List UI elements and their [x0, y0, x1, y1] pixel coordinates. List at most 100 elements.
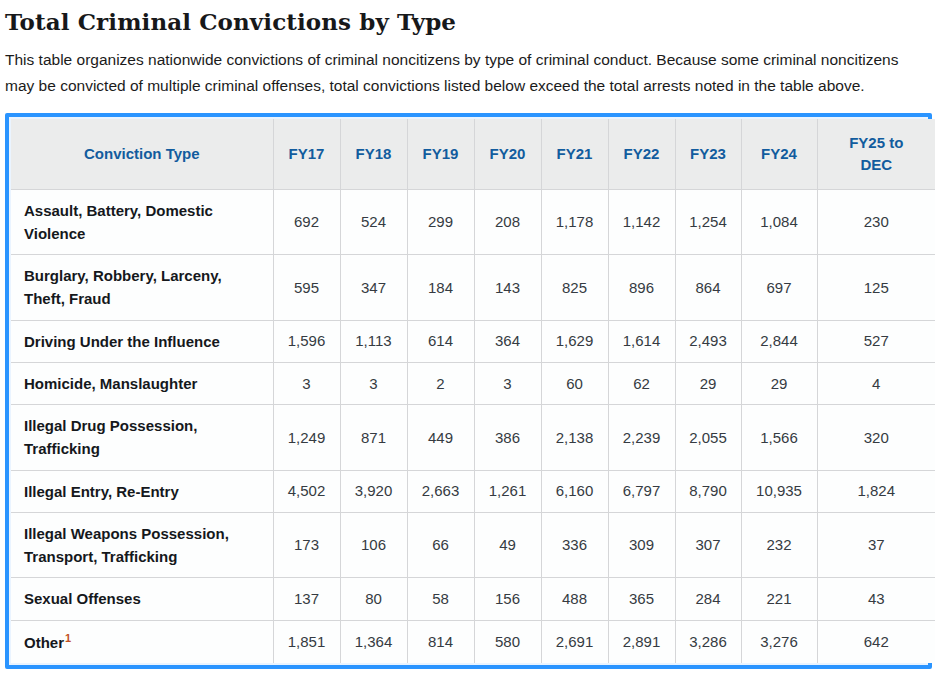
value-cell: 524: [340, 189, 407, 255]
value-cell: 488: [541, 578, 608, 620]
value-cell: 614: [407, 320, 474, 362]
value-cell: 137: [273, 578, 340, 620]
value-cell: 62: [608, 362, 675, 404]
value-cell: 365: [608, 578, 675, 620]
value-cell: 2,493: [675, 320, 741, 362]
value-cell: 58: [407, 578, 474, 620]
value-cell: 814: [407, 620, 474, 663]
value-cell: 208: [474, 189, 541, 255]
value-cell: 1,851: [273, 620, 340, 663]
row-label: Driving Under the Influence: [11, 320, 273, 362]
table-row: Homicide, Manslaughter3323606229294: [11, 362, 935, 404]
value-cell: 156: [474, 578, 541, 620]
value-cell: 386: [474, 405, 541, 471]
value-cell: 1,629: [541, 320, 608, 362]
value-cell: 6,160: [541, 470, 608, 512]
row-label: Homicide, Manslaughter: [11, 362, 273, 404]
value-cell: 29: [675, 362, 741, 404]
value-cell: 230: [817, 189, 935, 255]
column-header-fy22: FY22: [608, 119, 675, 189]
value-cell: 60: [541, 362, 608, 404]
value-cell: 871: [340, 405, 407, 471]
value-cell: 642: [817, 620, 935, 663]
convictions-table: Conviction TypeFY17FY18FY19FY20FY21FY22F…: [11, 119, 935, 663]
row-label: Illegal Drug Possession, Trafficking: [11, 405, 273, 471]
footnote-ref: 1: [65, 632, 71, 644]
value-cell: 692: [273, 189, 340, 255]
table-row: Illegal Weapons Possession, Transport, T…: [11, 512, 935, 578]
value-cell: 364: [474, 320, 541, 362]
value-cell: 221: [741, 578, 817, 620]
value-cell: 697: [741, 255, 817, 321]
value-cell: 2,891: [608, 620, 675, 663]
page-title: Total Criminal Convictions by Type: [5, 8, 932, 35]
convictions-table-container: Conviction TypeFY17FY18FY19FY20FY21FY22F…: [5, 113, 932, 669]
value-cell: 1,084: [741, 189, 817, 255]
row-label: Burglary, Robbery, Larceny, Theft, Fraud: [11, 255, 273, 321]
table-row: Other11,8511,3648145802,6912,8913,2863,2…: [11, 620, 935, 663]
value-cell: 2,055: [675, 405, 741, 471]
value-cell: 284: [675, 578, 741, 620]
column-header-fy19: FY19: [407, 119, 474, 189]
intro-text: This table organizes nationwide convicti…: [5, 47, 925, 98]
table-row: Sexual Offenses137805815648836528422143: [11, 578, 935, 620]
value-cell: 3: [474, 362, 541, 404]
value-cell: 2,138: [541, 405, 608, 471]
row-label: Assault, Battery, Domestic Violence: [11, 189, 273, 255]
table-row: Illegal Entry, Re-Entry4,5023,9202,6631,…: [11, 470, 935, 512]
value-cell: 2,691: [541, 620, 608, 663]
column-header-fy21: FY21: [541, 119, 608, 189]
value-cell: 1,249: [273, 405, 340, 471]
table-row: Burglary, Robbery, Larceny, Theft, Fraud…: [11, 255, 935, 321]
value-cell: 527: [817, 320, 935, 362]
value-cell: 125: [817, 255, 935, 321]
row-label: Sexual Offenses: [11, 578, 273, 620]
value-cell: 2,844: [741, 320, 817, 362]
column-header-fy17: FY17: [273, 119, 340, 189]
value-cell: 2,663: [407, 470, 474, 512]
value-cell: 1,178: [541, 189, 608, 255]
value-cell: 1,261: [474, 470, 541, 512]
value-cell: 1,824: [817, 470, 935, 512]
value-cell: 106: [340, 512, 407, 578]
value-cell: 309: [608, 512, 675, 578]
column-header-fy23: FY23: [675, 119, 741, 189]
value-cell: 595: [273, 255, 340, 321]
header-row: Conviction TypeFY17FY18FY19FY20FY21FY22F…: [11, 119, 935, 189]
column-header-fy24: FY24: [741, 119, 817, 189]
value-cell: 4: [817, 362, 935, 404]
value-cell: 580: [474, 620, 541, 663]
value-cell: 8,790: [675, 470, 741, 512]
value-cell: 3,276: [741, 620, 817, 663]
table-body: Assault, Battery, Domestic Violence69252…: [11, 189, 935, 663]
value-cell: 299: [407, 189, 474, 255]
value-cell: 143: [474, 255, 541, 321]
value-cell: 6,797: [608, 470, 675, 512]
column-header-fy18: FY18: [340, 119, 407, 189]
value-cell: 4,502: [273, 470, 340, 512]
table-row: Driving Under the Influence1,5961,113614…: [11, 320, 935, 362]
value-cell: 1,254: [675, 189, 741, 255]
value-cell: 1,596: [273, 320, 340, 362]
value-cell: 173: [273, 512, 340, 578]
value-cell: 3: [273, 362, 340, 404]
table-row: Illegal Drug Possession, Trafficking1,24…: [11, 405, 935, 471]
value-cell: 825: [541, 255, 608, 321]
value-cell: 1,566: [741, 405, 817, 471]
table-header: Conviction TypeFY17FY18FY19FY20FY21FY22F…: [11, 119, 935, 189]
value-cell: 307: [675, 512, 741, 578]
value-cell: 49: [474, 512, 541, 578]
value-cell: 864: [675, 255, 741, 321]
value-cell: 10,935: [741, 470, 817, 512]
content-area: Total Criminal Convictions by Type This …: [5, 8, 932, 680]
value-cell: 896: [608, 255, 675, 321]
value-cell: 1,142: [608, 189, 675, 255]
row-label: Other1: [11, 620, 273, 663]
value-cell: 232: [741, 512, 817, 578]
value-cell: 347: [340, 255, 407, 321]
value-cell: 1,614: [608, 320, 675, 362]
value-cell: 3: [340, 362, 407, 404]
value-cell: 43: [817, 578, 935, 620]
value-cell: 2: [407, 362, 474, 404]
value-cell: 336: [541, 512, 608, 578]
